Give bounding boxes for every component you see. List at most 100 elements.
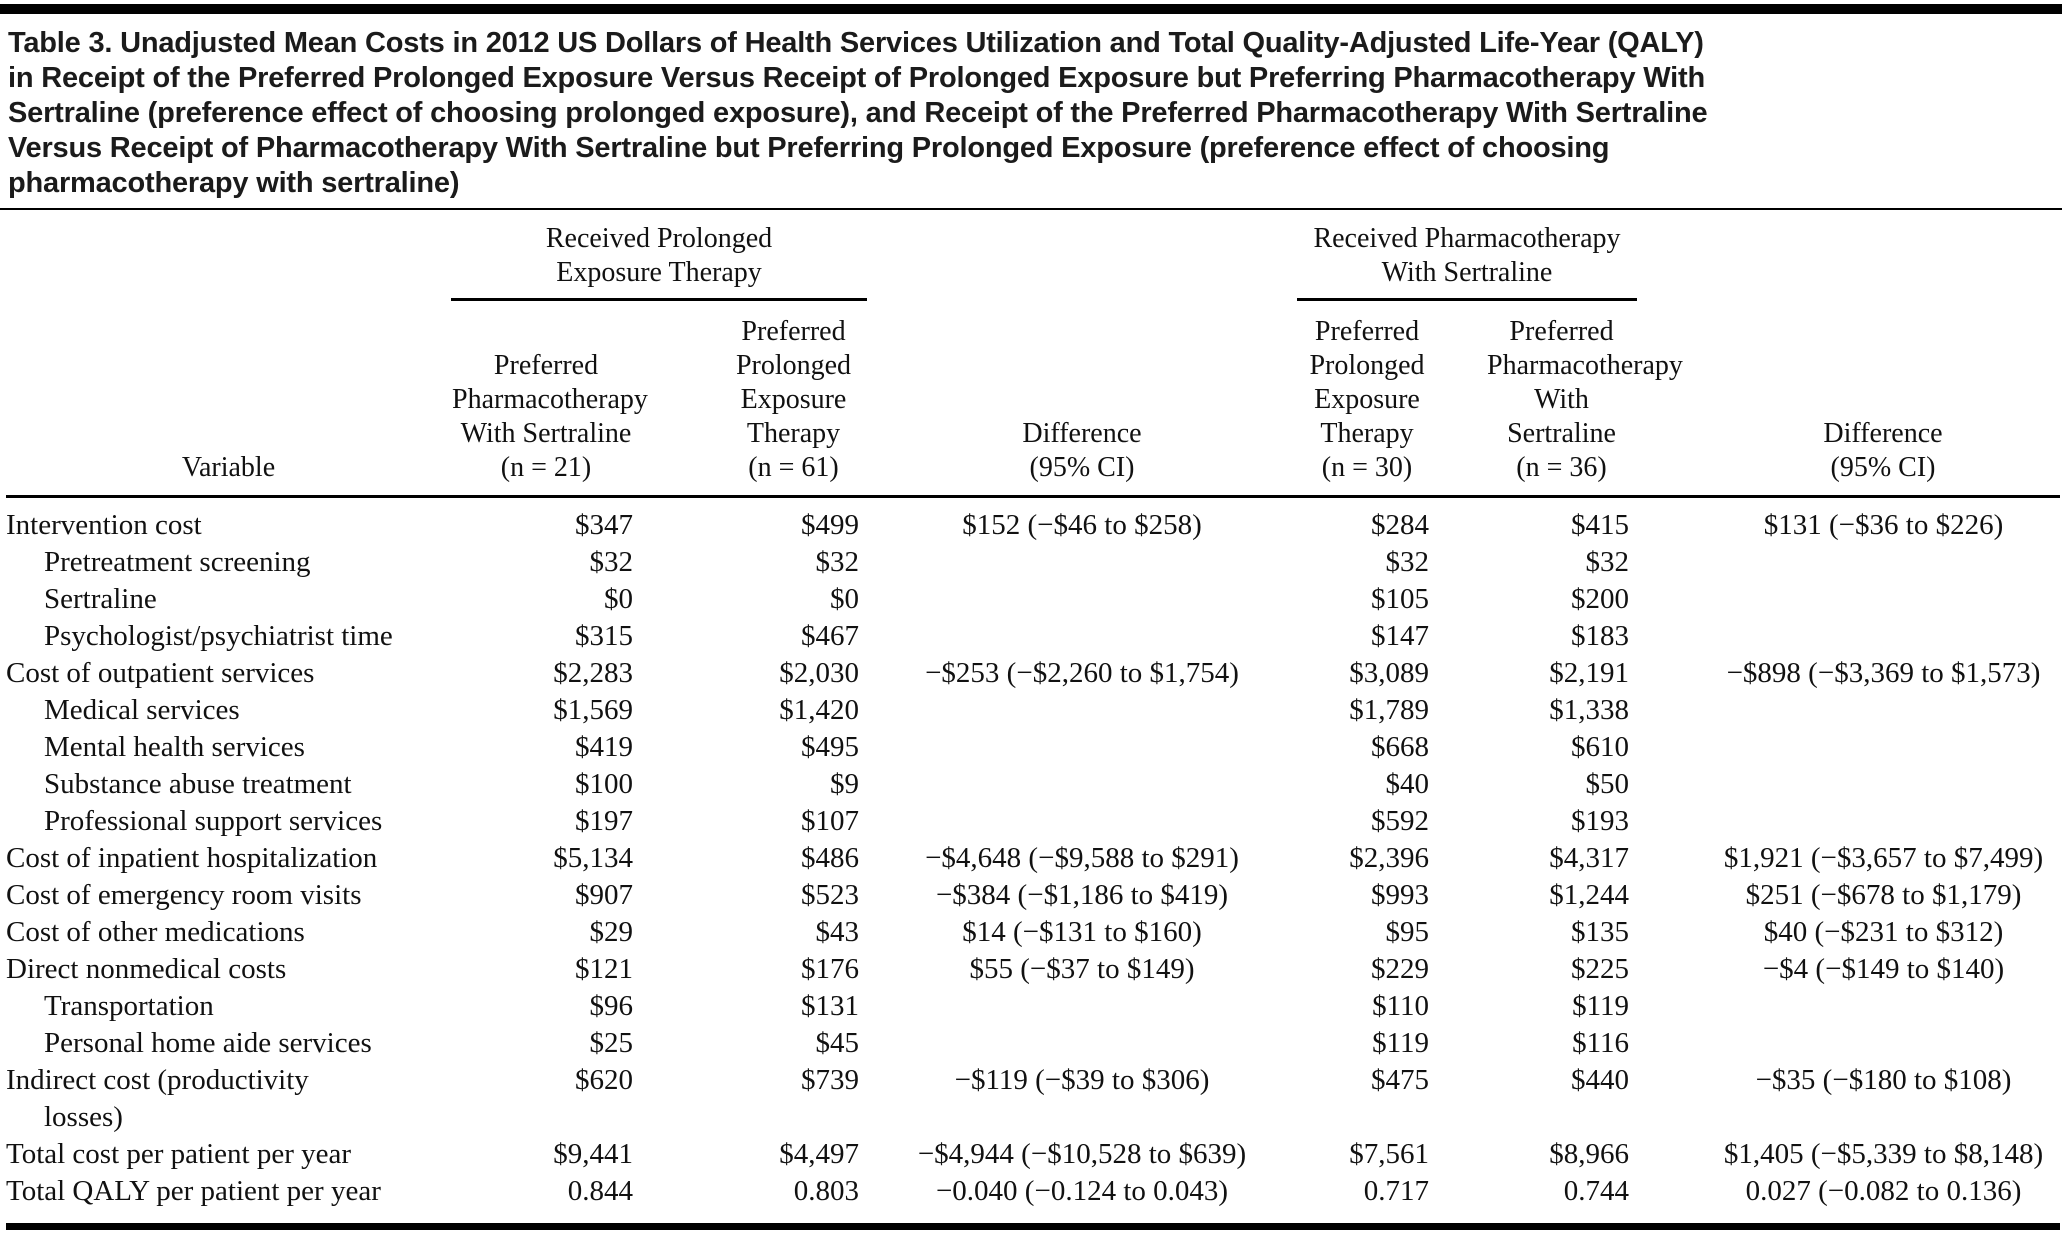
value-pe-preferred-prolonged-exposure: $32: [815, 546, 860, 578]
value-ph-preferred-pharmacotherapy: $8,966: [1549, 1138, 1629, 1170]
row-label: Professional support services: [44, 805, 383, 837]
value-pe-difference: $55 (−$37 to $149): [969, 953, 1195, 985]
table-title: Table 3. Unadjusted Mean Costs in 2012 U…: [0, 14, 2062, 210]
value-pe-preferred-prolonged-exposure: $45: [815, 1027, 860, 1059]
value-pe-preferred-prolonged-exposure: $467: [801, 620, 859, 652]
value-ph-preferred-prolonged-exposure: $95: [1385, 916, 1430, 948]
group-prolonged-exposure-label: Received Prolonged Exposure Therapy: [545, 223, 773, 288]
table-row: Medical services $1,569 $1,420 $1,789 $1…: [6, 692, 2060, 729]
row-label: Pretreatment screening: [44, 546, 311, 578]
value-ph-preferred-prolonged-exposure: $119: [1372, 1027, 1429, 1059]
value-pe-difference: −$253 (−$2,260 to $1,754): [925, 657, 1239, 689]
value-pe-preferred-pharmacotherapy: $25: [589, 1027, 634, 1059]
table-row: Pretreatment screening $32 $32 $32 $32: [6, 544, 2060, 581]
table-row: Cost of other medications $29 $43 $14 (−…: [6, 914, 2060, 951]
value-ph-preferred-pharmacotherapy: $1,338: [1549, 694, 1629, 726]
value-pe-difference: [867, 729, 1297, 766]
value-ph-preferred-pharmacotherapy: $4,317: [1549, 842, 1629, 874]
value-ph-preferred-prolonged-exposure: $3,089: [1349, 657, 1429, 689]
value-pe-difference: $152 (−$46 to $258): [962, 509, 1202, 541]
row-label: Substance abuse treatment: [44, 768, 352, 800]
value-ph-difference: [1637, 766, 2060, 803]
table-row: Total cost per patient per year $9,441 $…: [6, 1136, 2060, 1173]
column-header-ph-preferred-pharmacotherapy: Preferred Pharmacotherapy With Sertralin…: [1437, 299, 1683, 498]
value-pe-difference: −0.040 (−0.124 to 0.043): [935, 1175, 1229, 1207]
value-pe-difference: [867, 766, 1297, 803]
row-label: Cost of outpatient services: [6, 657, 315, 689]
value-pe-preferred-prolonged-exposure: $4,497: [779, 1138, 859, 1170]
row-label: Total QALY per patient per year: [6, 1175, 381, 1207]
value-ph-preferred-pharmacotherapy: $116: [1572, 1027, 1629, 1059]
value-ph-preferred-prolonged-exposure: $229: [1371, 953, 1429, 985]
column-header-pe-preferred-prolonged-exposure: Preferred Prolonged Exposure Therapy (n …: [641, 299, 867, 498]
group-header-spacer: [867, 210, 1297, 300]
table-row: Transportation $96 $131 $110 $119: [6, 988, 2060, 1025]
value-ph-difference: $131 (−$36 to $226): [1763, 509, 2004, 541]
value-pe-difference: $14 (−$131 to $160): [962, 916, 1202, 948]
value-ph-preferred-prolonged-exposure: $105: [1371, 583, 1429, 615]
value-pe-difference: −$4,648 (−$9,588 to $291): [925, 842, 1239, 874]
table-row: Indirect cost (productivity losses) $620…: [6, 1062, 2060, 1136]
costs-table: Received Prolonged Exposure Therapy Rece…: [6, 210, 2060, 1230]
table-row: Direct nonmedical costs $121 $176 $55 (−…: [6, 951, 2060, 988]
value-ph-preferred-pharmacotherapy: $415: [1571, 509, 1629, 541]
value-pe-preferred-prolonged-exposure: $2,030: [779, 657, 859, 689]
value-pe-difference: [867, 692, 1297, 729]
value-pe-preferred-pharmacotherapy: 0.844: [567, 1175, 633, 1207]
group-header-spacer: [1637, 210, 2060, 300]
value-pe-difference: [867, 544, 1297, 581]
value-pe-preferred-prolonged-exposure: 0.803: [793, 1175, 859, 1207]
group-header-spacer: [6, 210, 451, 300]
group-prolonged-exposure: Received Prolonged Exposure Therapy: [451, 210, 867, 301]
value-pe-preferred-pharmacotherapy: $29: [589, 916, 634, 948]
value-ph-preferred-pharmacotherapy: $183: [1571, 620, 1629, 652]
value-pe-preferred-prolonged-exposure: $486: [801, 842, 859, 874]
table-row: Cost of inpatient hospitalization $5,134…: [6, 840, 2060, 877]
row-label: Intervention cost: [6, 509, 202, 541]
table-row: Personal home aide services $25 $45 $119…: [6, 1025, 2060, 1062]
value-pe-preferred-pharmacotherapy: $9,441: [553, 1138, 633, 1170]
value-pe-preferred-pharmacotherapy: $32: [589, 546, 634, 578]
value-pe-difference: −$384 (−$1,186 to $419): [935, 879, 1229, 911]
value-ph-preferred-pharmacotherapy: $32: [1585, 546, 1630, 578]
value-ph-preferred-prolonged-exposure: $40: [1385, 768, 1430, 800]
row-label: Cost of emergency room visits: [6, 879, 362, 911]
value-pe-preferred-pharmacotherapy: $197: [575, 805, 633, 837]
value-ph-preferred-prolonged-exposure: $32: [1385, 546, 1430, 578]
row-label: Mental health services: [44, 731, 305, 763]
value-pe-difference: −$119 (−$39 to $306): [954, 1064, 1210, 1096]
column-header-ph-difference: Difference (95% CI): [1637, 299, 2060, 498]
table-row: Substance abuse treatment $100 $9 $40 $5…: [6, 766, 2060, 803]
table-body: Intervention cost $347 $499 $152 (−$46 t…: [6, 497, 2060, 1227]
group-header-row: Received Prolonged Exposure Therapy Rece…: [6, 210, 2060, 301]
value-pe-preferred-prolonged-exposure: $499: [801, 509, 859, 541]
row-label: Total cost per patient per year: [6, 1138, 352, 1170]
value-ph-difference: −$898 (−$3,369 to $1,573): [1726, 657, 2041, 689]
table-row: Mental health services $419 $495 $668 $6…: [6, 729, 2060, 766]
table-row: Intervention cost $347 $499 $152 (−$46 t…: [6, 497, 2060, 545]
value-ph-preferred-prolonged-exposure: $7,561: [1349, 1138, 1429, 1170]
value-ph-difference: −$4 (−$149 to $140): [1762, 953, 2005, 985]
value-pe-preferred-pharmacotherapy: $620: [575, 1064, 633, 1096]
value-pe-preferred-pharmacotherapy: $5,134: [553, 842, 633, 874]
value-ph-difference: [1637, 544, 2060, 581]
value-ph-difference: −$35 (−$180 to $108): [1755, 1064, 2012, 1096]
value-pe-preferred-pharmacotherapy: $907: [575, 879, 633, 911]
table-row: Total QALY per patient per year 0.844 0.…: [6, 1173, 2060, 1227]
column-header-pe-difference: Difference (95% CI): [867, 299, 1297, 498]
value-ph-preferred-prolonged-exposure: $1,789: [1349, 694, 1429, 726]
group-pharmacotherapy: Received Pharmacotherapy With Sertraline: [1297, 210, 1637, 301]
value-ph-preferred-prolonged-exposure: $2,396: [1349, 842, 1429, 874]
value-ph-preferred-pharmacotherapy: $610: [1571, 731, 1629, 763]
value-pe-preferred-pharmacotherapy: $315: [575, 620, 633, 652]
value-pe-preferred-pharmacotherapy: $347: [575, 509, 633, 541]
table-row: Sertraline $0 $0 $105 $200: [6, 581, 2060, 618]
value-ph-preferred-pharmacotherapy: $119: [1572, 990, 1629, 1022]
column-header-ph-preferred-prolonged-exposure: Preferred Prolonged Exposure Therapy (n …: [1297, 299, 1437, 498]
value-ph-preferred-pharmacotherapy: $200: [1571, 583, 1629, 615]
value-pe-preferred-pharmacotherapy: $96: [589, 990, 634, 1022]
value-ph-difference: $1,405 (−$5,339 to $8,148): [1723, 1138, 2044, 1170]
value-ph-preferred-pharmacotherapy: 0.744: [1563, 1175, 1629, 1207]
value-ph-preferred-prolonged-exposure: $284: [1371, 509, 1429, 541]
value-ph-preferred-prolonged-exposure: $592: [1371, 805, 1429, 837]
